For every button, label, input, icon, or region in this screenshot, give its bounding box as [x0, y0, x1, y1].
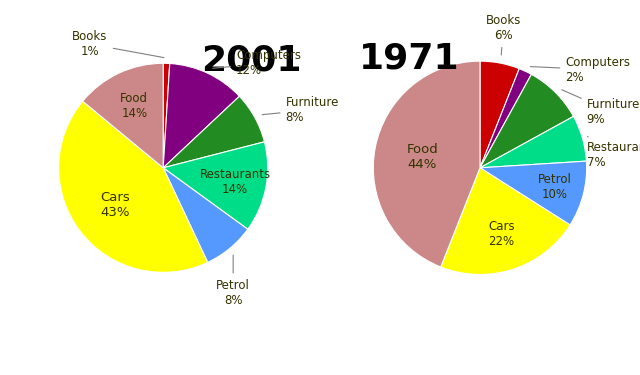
- Text: 2001: 2001: [201, 44, 301, 78]
- Text: 1971: 1971: [359, 41, 460, 75]
- Wedge shape: [163, 63, 239, 168]
- Wedge shape: [480, 161, 587, 225]
- Wedge shape: [480, 116, 586, 168]
- Text: Petrol
8%: Petrol 8%: [216, 255, 250, 306]
- Text: Food
44%: Food 44%: [406, 143, 438, 171]
- Text: Petrol
10%: Petrol 10%: [538, 173, 572, 201]
- Text: Computers
2%: Computers 2%: [531, 56, 630, 84]
- Wedge shape: [480, 69, 531, 168]
- Wedge shape: [441, 168, 570, 274]
- Text: Restaurants
14%: Restaurants 14%: [200, 168, 271, 195]
- Wedge shape: [163, 63, 170, 168]
- Text: Computers
12%: Computers 12%: [212, 49, 301, 77]
- Wedge shape: [83, 63, 163, 168]
- Wedge shape: [373, 61, 480, 267]
- Text: Cars
43%: Cars 43%: [100, 191, 130, 219]
- Wedge shape: [163, 142, 268, 229]
- Text: Furniture
8%: Furniture 8%: [262, 96, 339, 124]
- Text: Food
14%: Food 14%: [120, 92, 148, 120]
- Wedge shape: [59, 101, 208, 272]
- Text: Books
6%: Books 6%: [486, 14, 521, 55]
- Wedge shape: [480, 74, 573, 168]
- Text: Books
1%: Books 1%: [72, 30, 164, 58]
- Text: Spending habits of people in UK between 1971 and 2001: Spending habits of people in UK between …: [63, 346, 577, 361]
- Text: Furniture
9%: Furniture 9%: [562, 90, 640, 126]
- Wedge shape: [163, 168, 248, 262]
- Text: Cars
22%: Cars 22%: [488, 220, 515, 248]
- Wedge shape: [163, 96, 264, 168]
- Wedge shape: [480, 61, 519, 168]
- Text: Restaurants
7%: Restaurants 7%: [587, 136, 640, 169]
